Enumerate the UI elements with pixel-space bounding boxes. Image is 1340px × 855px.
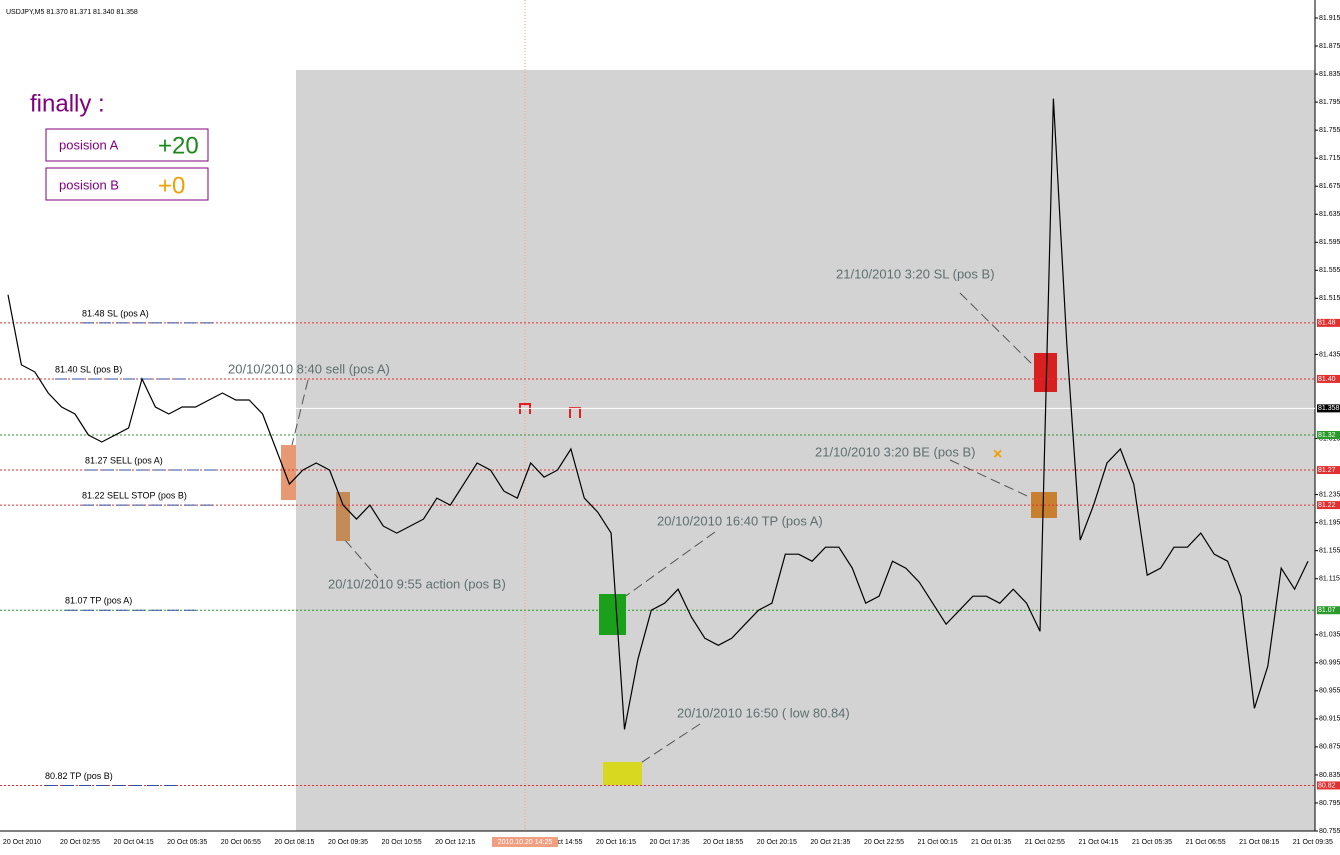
x-tick-label: 20 Oct 16:15 bbox=[596, 839, 636, 846]
level-tag-bg bbox=[1317, 318, 1340, 327]
summary-box bbox=[45, 128, 209, 162]
cursor-tag: 2010.10.20 14:25 bbox=[498, 839, 553, 846]
level-tag: 81.07 bbox=[1318, 607, 1336, 614]
sl-box bbox=[1034, 353, 1057, 392]
annotation: 20/10/2010 9:55 action (pos B) bbox=[328, 576, 506, 591]
y-tick-label: 81.235 bbox=[1319, 491, 1340, 498]
y-tick-label: 81.715 bbox=[1319, 155, 1340, 162]
level-label: 81.48 SL (pos A) bbox=[82, 308, 149, 318]
x-tick-label: 20 Oct 08:15 bbox=[274, 839, 314, 846]
y-tick-label: 80.795 bbox=[1319, 800, 1340, 807]
y-tick-label: 80.915 bbox=[1319, 716, 1340, 723]
y-tick-label: 81.435 bbox=[1319, 351, 1340, 358]
summary-title: finally : bbox=[30, 90, 105, 117]
level-tag: 81.32 bbox=[1318, 432, 1336, 439]
level-tag: 80.82 bbox=[1318, 782, 1336, 789]
level-label: 81.40 SL (pos B) bbox=[55, 364, 122, 374]
y-tick-label: 81.635 bbox=[1319, 211, 1340, 218]
highlight-area bbox=[296, 70, 1315, 831]
level-tag: 81.358 bbox=[1318, 405, 1340, 412]
y-tick-label: 81.915 bbox=[1319, 15, 1340, 22]
y-tick-label: 81.195 bbox=[1319, 519, 1340, 526]
level-tag: 81.27 bbox=[1318, 467, 1336, 474]
x-tick-label: 20 Oct 18:55 bbox=[703, 839, 743, 846]
x-tick-label: 20 Oct 05:35 bbox=[167, 839, 207, 846]
low-box bbox=[603, 762, 642, 785]
x-tick-label: 21 Oct 04:15 bbox=[1078, 839, 1118, 846]
y-tick-label: 81.595 bbox=[1319, 239, 1340, 246]
y-tick-label: 81.675 bbox=[1319, 183, 1340, 190]
level-tag-bg bbox=[1317, 374, 1340, 383]
annotation: 21/10/2010 3:20 BE (pos B) bbox=[815, 444, 975, 459]
x-tick-label: 21 Oct 08:15 bbox=[1239, 839, 1279, 846]
y-tick-label: 81.515 bbox=[1319, 295, 1340, 302]
level-tag-bg bbox=[1317, 781, 1340, 790]
x-tick-label: 20 Oct 14:55 bbox=[542, 839, 582, 846]
level-tag: 81.48 bbox=[1318, 320, 1336, 327]
be-mark: × bbox=[993, 446, 1002, 463]
level-tag-bg bbox=[1317, 466, 1340, 475]
x-tick-label: 21 Oct 02:55 bbox=[1025, 839, 1065, 846]
x-tick-label: 20 Oct 06:55 bbox=[221, 839, 261, 846]
summary-box bbox=[45, 167, 209, 201]
y-tick-label: 80.995 bbox=[1319, 660, 1340, 667]
y-tick-label: 81.155 bbox=[1319, 547, 1340, 554]
x-tick-label: 20 Oct 02:55 bbox=[60, 839, 100, 846]
price-line bbox=[7, 98, 1309, 730]
annotation: 20/10/2010 16:50 ( low 80.84) bbox=[677, 705, 850, 720]
annotation: 20/10/2010 16:40 TP (pos A) bbox=[657, 513, 823, 528]
x-tick-label: 20 Oct 04:15 bbox=[114, 839, 154, 846]
y-tick-label: 81.035 bbox=[1319, 632, 1340, 639]
y-tick-label: 81.835 bbox=[1319, 71, 1340, 78]
x-tick-label: 20 Oct 21:35 bbox=[810, 839, 850, 846]
y-tick-label: 81.755 bbox=[1319, 127, 1340, 134]
y-tick-label: 80.875 bbox=[1319, 744, 1340, 751]
x-tick-label: 20 Oct 12:15 bbox=[435, 839, 475, 846]
level-tag-bg bbox=[1317, 501, 1340, 510]
summary-value: +20 bbox=[158, 132, 199, 159]
level-label: 80.82 TP (pos B) bbox=[45, 771, 113, 781]
tp-box bbox=[599, 594, 626, 635]
level-label: 81.22 SELL STOP (pos B) bbox=[82, 490, 187, 500]
level-label: 81.27 SELL (pos A) bbox=[85, 455, 163, 465]
summary-value: +0 bbox=[158, 172, 185, 199]
annotation: 20/10/2010 8:40 sell (pos A) bbox=[228, 361, 390, 376]
entry-box bbox=[281, 445, 296, 500]
header: USDJPY,M5 81.370 81.371 81.340 81.358 bbox=[6, 9, 138, 16]
x-tick-label: 21 Oct 09:35 bbox=[1293, 839, 1333, 846]
x-tick-label: 21 Oct 05:35 bbox=[1132, 839, 1172, 846]
level-tag-bg bbox=[1317, 606, 1340, 615]
y-tick-label: 81.555 bbox=[1319, 267, 1340, 274]
level-label: 81.07 TP (pos A) bbox=[65, 596, 132, 606]
level-tag-bg bbox=[1317, 431, 1340, 440]
level-tag-bg bbox=[1317, 404, 1340, 413]
level-tag: 81.40 bbox=[1318, 376, 1336, 383]
y-tick-label: 80.835 bbox=[1319, 772, 1340, 779]
x-tick-label: 20 Oct 10:55 bbox=[382, 839, 422, 846]
x-tick-label: 20 Oct 22:55 bbox=[864, 839, 904, 846]
x-tick-label: 20 Oct 20:15 bbox=[757, 839, 797, 846]
y-tick-label: 81.795 bbox=[1319, 99, 1340, 106]
x-tick-label: 20 Oct 17:35 bbox=[650, 839, 690, 846]
annotation: 21/10/2010 3:20 SL (pos B) bbox=[836, 266, 995, 281]
y-tick-label: 80.755 bbox=[1319, 828, 1340, 835]
summary-label: posision A bbox=[59, 137, 119, 152]
cursor-tag-bg bbox=[492, 837, 558, 847]
x-tick-label: 20 Oct 09:35 bbox=[328, 839, 368, 846]
x-tick-label: 20 Oct 2010 bbox=[3, 839, 41, 846]
x-tick-label: 21 Oct 01:35 bbox=[971, 839, 1011, 846]
y-tick-label: 81.115 bbox=[1319, 576, 1340, 583]
y-tick-label: 80.955 bbox=[1319, 688, 1340, 695]
y-tick-label: 81.875 bbox=[1319, 43, 1340, 50]
level-tag: 81.22 bbox=[1318, 502, 1336, 509]
x-tick-label: 21 Oct 06:55 bbox=[1186, 839, 1226, 846]
entry-box bbox=[336, 492, 350, 541]
x-tick-label: 21 Oct 00:15 bbox=[918, 839, 958, 846]
summary-label: posision B bbox=[59, 177, 119, 192]
